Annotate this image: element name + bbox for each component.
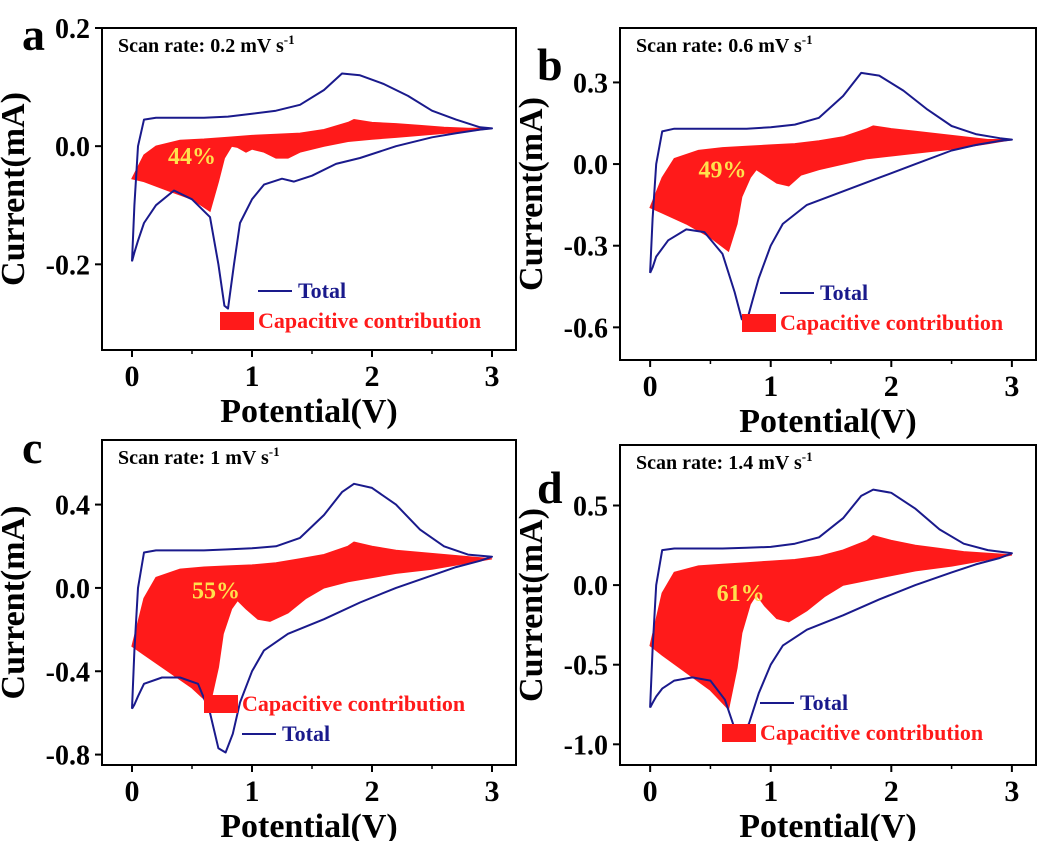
y-tick-label: 0.4 [55,491,90,522]
plot-area [649,71,1013,323]
legend: Total Capacitive contribution [220,278,481,333]
legend-label-capacitive: Capacitive contribution [242,691,465,716]
legend-fill-swatch [220,312,254,330]
capacitive-percent-label: 49% [698,158,746,184]
y-tick-label: 0.3 [573,68,608,99]
scan-rate-annotation: Scan rate: 1 mV s-1 [118,444,280,469]
x-tick-label: 2 [365,775,380,808]
x-tick-label: 1 [763,775,778,808]
plot-frame [101,27,517,351]
legend-label-total: Total [282,721,330,746]
panel-label: c [22,422,42,473]
x-axis-label: Potential(V) [220,393,398,430]
scan-rate-annotation: Scan rate: 1.4 mV s-1 [636,449,813,474]
y-axis-label: Current(mA) [513,97,550,291]
capacitive-percent-label: 61% [717,581,765,607]
legend-fill-swatch [204,695,238,713]
panel-label: b [537,39,563,90]
series-total-line [649,488,1013,736]
legend: Capacitive contribution Total [204,691,465,746]
x-tick-label: 0 [643,370,658,403]
x-tick-label: 2 [884,370,899,403]
y-tick-label: -0.4 [46,657,90,688]
series-capacitive-area [649,535,1013,711]
x-tick-label: 0 [125,775,140,808]
series-capacitive-area [131,118,493,213]
y-axis-label: Current(mA) [0,92,32,286]
y-tick-label: 0.0 [55,574,90,605]
x-tick-label: 3 [1004,775,1019,808]
series-capacitive-area [131,541,493,706]
panel-a: 0 1 2 3 0.2 0.0 -0.2 Potential(V) Current(mA) a Sc… [0,9,517,430]
y-axis-label: Current(mA) [0,506,32,700]
legend-label-capacitive: Capacitive contribution [258,308,481,333]
x-tick-label: 1 [245,360,260,393]
x-tick-label: 0 [643,775,658,808]
x-tick-label: 2 [365,360,380,393]
x-axis-label: Potential(V) [739,403,917,440]
y-tick-label: 0.0 [573,150,608,181]
plot-frame [619,27,1037,361]
scan-rate-annotation: Scan rate: 0.6 mV s-1 [636,32,813,57]
panel-d: 0 1 2 3 0.5 0.0 -0.5 -1.0 Potential(V) Current(mA… [513,444,1037,841]
plot-area [131,72,493,310]
y-tick-label: 0.0 [55,132,90,163]
y-tick-label: -0.2 [46,250,90,281]
y-tick-label: -0.5 [564,651,608,682]
capacitive-percent-label: 44% [168,144,216,170]
legend: Total Capacitive contribution [742,280,1003,335]
legend-fill-swatch [742,314,776,332]
legend-label-total: Total [800,690,848,715]
x-tick-label: 2 [884,775,899,808]
y-tick-label: -0.8 [46,741,90,772]
legend: Total Capacitive contribution [722,690,983,745]
legend-fill-swatch [722,724,756,742]
panel-label: d [537,462,563,513]
legend-label-capacitive: Capacitive contribution [780,310,1003,335]
plot-frame [101,439,517,766]
y-tick-label: -0.6 [564,313,608,344]
series-total-line [131,72,493,310]
plot-area [649,488,1013,736]
x-axis-label: Potential(V) [739,808,917,841]
legend-label-capacitive: Capacitive contribution [760,720,983,745]
scan-rate-annotation: Scan rate: 0.2 mV s-1 [118,32,295,57]
series-total-line [649,71,1013,323]
y-tick-label: -1.0 [564,730,608,761]
x-tick-label: 3 [1004,370,1019,403]
panel-label: a [22,9,45,60]
x-tick-label: 1 [763,370,778,403]
plot-frame [619,444,1037,766]
legend-label-total: Total [298,278,346,303]
x-tick-label: 3 [485,775,500,808]
panel-c: 0 1 2 3 0.4 0.0 -0.4 -0.8 Potential(V) Current(mA… [0,422,517,841]
panel-b: 0 1 2 3 0.3 0.0 -0.3 -0.6 Potential(V) Current(mA… [513,27,1037,440]
y-tick-label: -0.3 [564,232,608,263]
legend-label-total: Total [820,280,868,305]
x-tick-label: 0 [125,360,140,393]
x-axis-label: Potential(V) [220,808,398,841]
y-tick-label: 0.0 [573,571,608,602]
x-tick-label: 3 [485,360,500,393]
x-tick-label: 1 [245,775,260,808]
y-tick-label: 0.2 [55,14,90,45]
capacitive-percent-label: 55% [192,578,240,604]
y-tick-label: 0.5 [573,491,608,522]
y-axis-label: Current(mA) [513,508,550,702]
